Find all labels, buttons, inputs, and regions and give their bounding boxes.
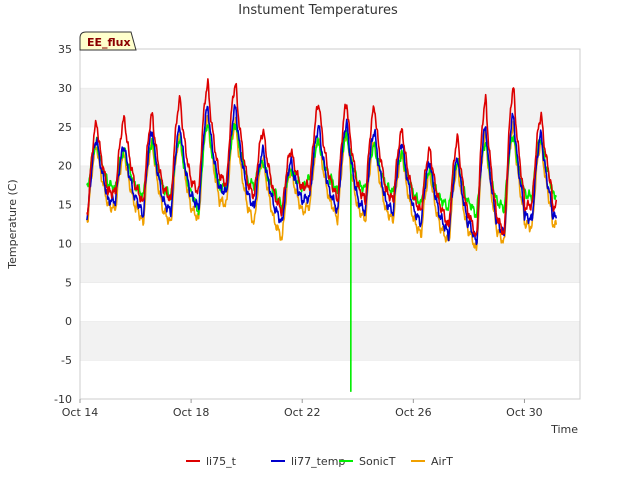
chart-title: Instument Temperatures <box>238 3 398 18</box>
x-axis-ticks: Oct 14 Oct 18 Oct 22 Oct 26 Oct 30 <box>62 399 543 419</box>
legend-label: SonicT <box>359 455 396 468</box>
x-axis-title: Time <box>550 423 578 436</box>
grid-band <box>80 321 580 361</box>
legend-label: AirT <box>431 455 453 468</box>
y-tick-label: -5 <box>61 354 72 367</box>
series-line-li75-t <box>86 78 558 238</box>
y-tick-label: 0 <box>65 315 72 328</box>
grid-band <box>80 282 580 322</box>
x-tick-label: Oct 30 <box>506 406 543 419</box>
series-layer <box>86 78 558 393</box>
legend: li75_t li77_temp SonicT AirT <box>186 455 453 468</box>
y-tick-label: 30 <box>58 82 72 95</box>
grid-band <box>80 126 580 166</box>
y-axis-ticks: -10 -5 0 5 10 15 20 25 30 35 <box>54 43 72 406</box>
ee-flux-badge-label: EE_flux <box>87 36 131 49</box>
x-tick-label: Oct 22 <box>284 406 321 419</box>
x-tick-label: Oct 18 <box>173 406 210 419</box>
plot-area <box>79 48 581 400</box>
y-tick-label: 15 <box>58 199 72 212</box>
grid-band <box>80 87 580 127</box>
grid-band <box>80 360 580 399</box>
grid-band <box>80 49 580 88</box>
y-tick-label: -10 <box>54 393 72 406</box>
legend-label: li75_t <box>206 455 237 468</box>
y-tick-label: 35 <box>58 43 72 56</box>
legend-label: li77_temp <box>291 455 345 468</box>
ee-flux-badge: EE_flux <box>79 31 137 51</box>
y-axis-title: Temperature (C) <box>6 179 19 269</box>
y-tick-label: 5 <box>65 276 72 289</box>
y-tick-label: 20 <box>58 160 72 173</box>
y-tick-label: 10 <box>58 237 72 250</box>
y-tick-label: 25 <box>58 121 72 134</box>
x-tick-label: Oct 26 <box>395 406 432 419</box>
x-tick-label: Oct 14 <box>62 406 99 419</box>
grid-band <box>80 243 580 283</box>
